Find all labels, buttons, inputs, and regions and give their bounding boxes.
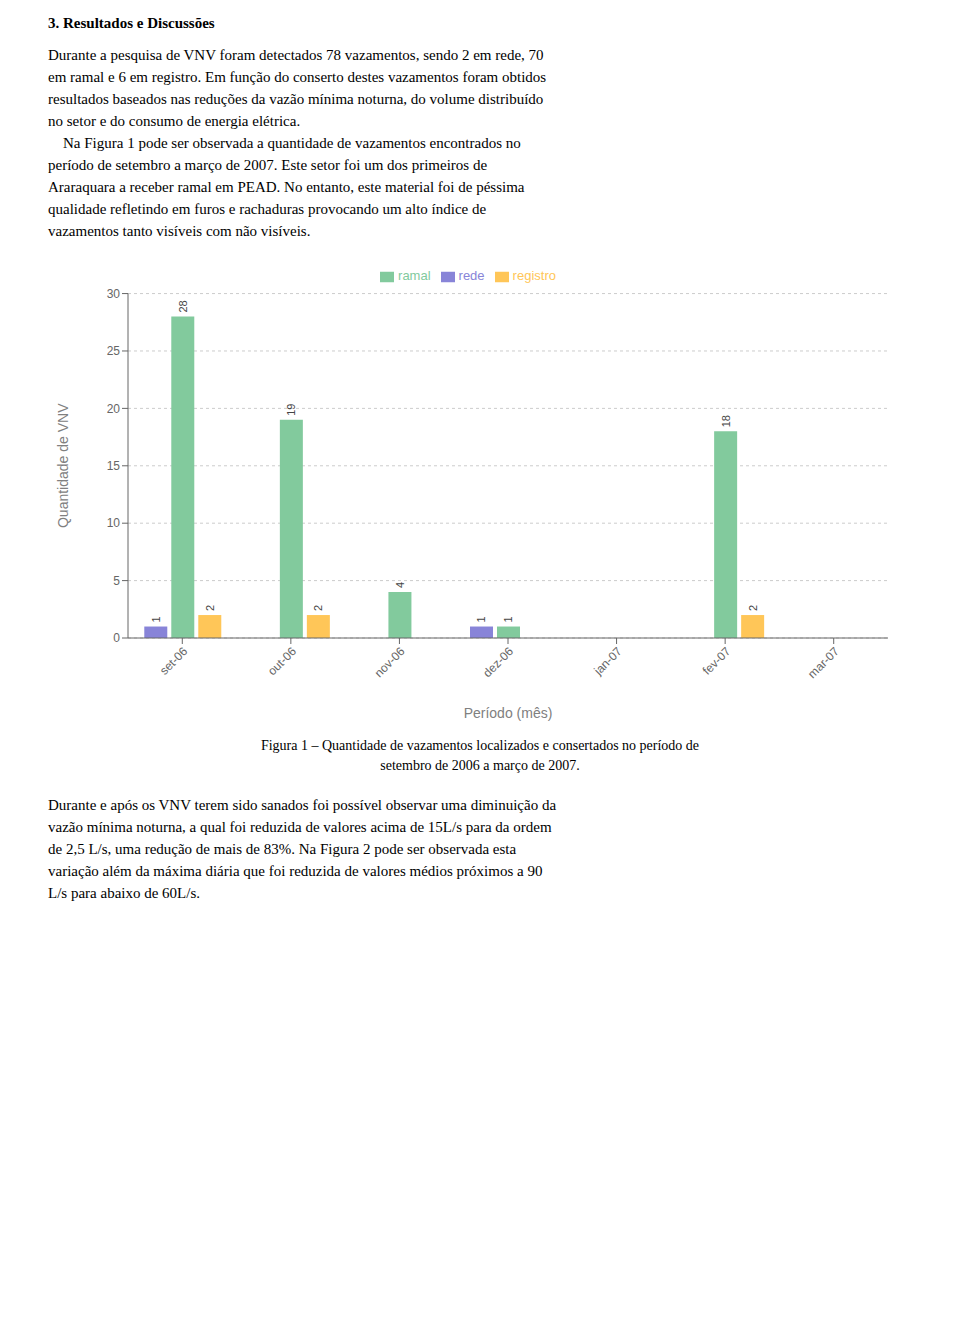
html-text:em ramal e 6 em registro. Em f: em ramal e 6 em registro. Em função do c… xyxy=(48,69,547,85)
svg-text:fev-07: fev-07 xyxy=(700,644,734,678)
svg-text:0: 0 xyxy=(113,631,120,645)
svg-text:2: 2 xyxy=(312,605,324,611)
html-text:3. Resultados e Discussões: 3. Resultados e Discussões xyxy=(48,15,215,31)
html-text:Figura 1 – Quantidade de vazam: Figura 1 – Quantidade de vazamentos loca… xyxy=(260,738,700,753)
svg-text:30: 30 xyxy=(107,287,121,301)
html-text:Durante e após os VNV terem si: Durante e após os VNV terem sido sanados… xyxy=(48,797,557,813)
svg-text:nov-06: nov-06 xyxy=(372,644,408,680)
svg-text:2: 2 xyxy=(204,605,216,611)
html-text:setembro de 2006 a março de 20: setembro de 2006 a março de 2007. xyxy=(380,758,580,773)
html-text:período de setembro a março de: período de setembro a março de 2007. Est… xyxy=(48,157,488,173)
svg-text:set-06: set-06 xyxy=(157,644,191,678)
html-text:Araraquara a receber ramal em: Araraquara a receber ramal em PEAD. No e… xyxy=(48,179,525,195)
html-text:vazamentos tanto visíveis com: vazamentos tanto visíveis com não visíve… xyxy=(48,223,311,239)
html-text:vazão mínima noturna, a qual f: vazão mínima noturna, a qual foi reduzid… xyxy=(48,819,552,835)
svg-text:2: 2 xyxy=(747,605,759,611)
html-text:variação além da máxima diária: variação além da máxima diária que foi r… xyxy=(48,863,543,879)
svg-text:15: 15 xyxy=(107,459,121,473)
html-text:Durante a pesquisa de VNV fora: Durante a pesquisa de VNV foram detectad… xyxy=(48,47,544,63)
svg-text:4: 4 xyxy=(394,582,406,588)
html-text:rede: rede xyxy=(458,268,485,283)
html-text:Na Figura 1 pode ser observada: Na Figura 1 pode ser observada a quantid… xyxy=(48,135,521,151)
svg-text:5: 5 xyxy=(113,574,120,588)
svg-text:20: 20 xyxy=(107,402,121,416)
svg-text:jan-07: jan-07 xyxy=(591,644,625,678)
svg-text:28: 28 xyxy=(177,300,189,312)
svg-text:out-06: out-06 xyxy=(265,644,299,678)
html-text:qualidade refletindo em furos: qualidade refletindo em furos e rachadur… xyxy=(48,201,487,217)
svg-text:1: 1 xyxy=(150,616,162,622)
svg-text:1: 1 xyxy=(503,616,515,622)
svg-text:25: 25 xyxy=(107,344,121,358)
html-text:resultados baseados nas reduçõ: resultados baseados nas reduções da vazã… xyxy=(48,91,544,107)
svg-text:Período (mês): Período (mês) xyxy=(464,705,553,721)
html-text:ramal: ramal xyxy=(398,268,431,283)
html-text:registro: registro xyxy=(512,268,556,283)
html-text:L/s para abaixo de 60L/s.: L/s para abaixo de 60L/s. xyxy=(48,885,200,901)
html-text:de 2,5 L/s, uma redução de mai: de 2,5 L/s, uma redução de mais de 83%. … xyxy=(48,841,517,857)
svg-text:18: 18 xyxy=(720,415,732,427)
svg-text:1: 1 xyxy=(476,616,488,622)
svg-text:dez-06: dez-06 xyxy=(480,644,516,680)
svg-text:19: 19 xyxy=(285,404,297,416)
svg-text:Quantidade de VNV: Quantidade de VNV xyxy=(55,403,71,528)
html-text:no setor e do consumo de energ: no setor e do consumo de energia elétric… xyxy=(48,113,301,129)
svg-text:10: 10 xyxy=(107,516,121,530)
svg-text:mar-07: mar-07 xyxy=(805,644,842,681)
